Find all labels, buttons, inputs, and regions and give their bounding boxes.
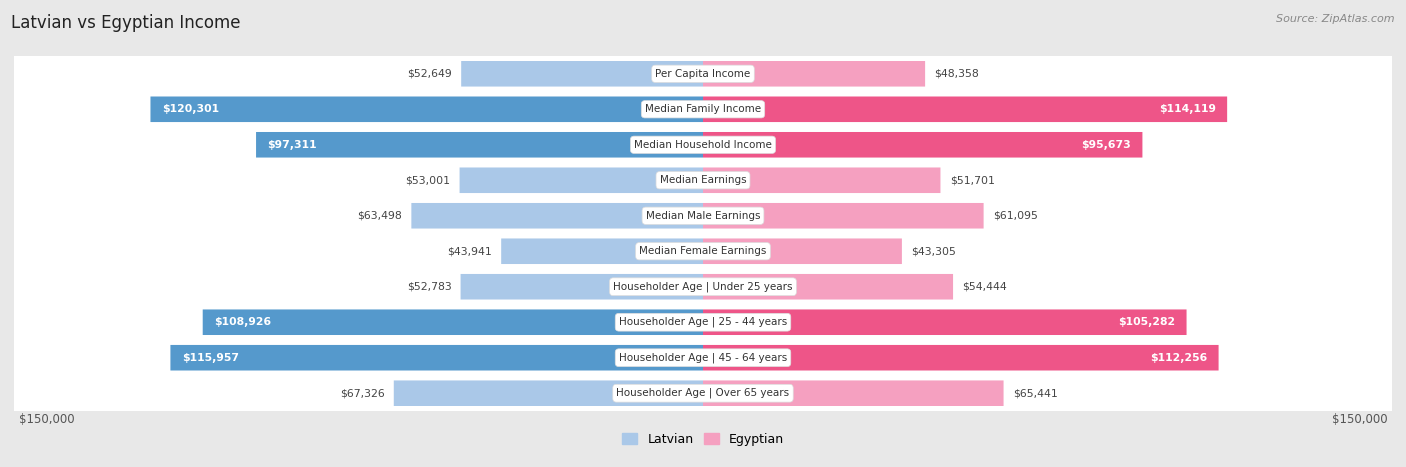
FancyBboxPatch shape — [703, 381, 1004, 406]
FancyBboxPatch shape — [394, 381, 703, 406]
Text: Per Capita Income: Per Capita Income — [655, 69, 751, 79]
Text: $97,311: $97,311 — [267, 140, 318, 150]
FancyBboxPatch shape — [703, 132, 1143, 157]
FancyBboxPatch shape — [412, 203, 703, 228]
Text: $120,301: $120,301 — [162, 104, 219, 114]
FancyBboxPatch shape — [703, 274, 953, 299]
Text: $54,444: $54,444 — [962, 282, 1007, 292]
Text: Householder Age | Over 65 years: Householder Age | Over 65 years — [616, 388, 790, 398]
FancyBboxPatch shape — [202, 310, 703, 335]
FancyBboxPatch shape — [8, 0, 1398, 467]
FancyBboxPatch shape — [150, 97, 703, 122]
Text: $108,926: $108,926 — [214, 317, 271, 327]
FancyBboxPatch shape — [8, 0, 1398, 467]
Text: $52,649: $52,649 — [408, 69, 451, 79]
FancyBboxPatch shape — [461, 274, 703, 299]
Text: $43,941: $43,941 — [447, 246, 492, 256]
Text: Median Family Income: Median Family Income — [645, 104, 761, 114]
Text: Latvian vs Egyptian Income: Latvian vs Egyptian Income — [11, 14, 240, 32]
FancyBboxPatch shape — [501, 239, 703, 264]
Text: $105,282: $105,282 — [1118, 317, 1175, 327]
Text: Median Earnings: Median Earnings — [659, 175, 747, 185]
Text: $115,957: $115,957 — [181, 353, 239, 363]
Text: $112,256: $112,256 — [1150, 353, 1208, 363]
Text: Median Male Earnings: Median Male Earnings — [645, 211, 761, 221]
Text: $65,441: $65,441 — [1012, 388, 1057, 398]
Text: Householder Age | Under 25 years: Householder Age | Under 25 years — [613, 282, 793, 292]
FancyBboxPatch shape — [8, 0, 1398, 467]
Text: $48,358: $48,358 — [935, 69, 979, 79]
Legend: Latvian, Egyptian: Latvian, Egyptian — [617, 428, 789, 451]
FancyBboxPatch shape — [703, 203, 984, 228]
FancyBboxPatch shape — [8, 0, 1398, 467]
Text: Median Female Earnings: Median Female Earnings — [640, 246, 766, 256]
FancyBboxPatch shape — [703, 345, 1219, 370]
Text: Source: ZipAtlas.com: Source: ZipAtlas.com — [1277, 14, 1395, 24]
FancyBboxPatch shape — [703, 239, 901, 264]
Text: $61,095: $61,095 — [993, 211, 1038, 221]
FancyBboxPatch shape — [170, 345, 703, 370]
FancyBboxPatch shape — [8, 0, 1398, 467]
FancyBboxPatch shape — [460, 168, 703, 193]
Text: $43,305: $43,305 — [911, 246, 956, 256]
FancyBboxPatch shape — [703, 97, 1227, 122]
FancyBboxPatch shape — [8, 0, 1398, 467]
FancyBboxPatch shape — [8, 0, 1398, 467]
Text: $63,498: $63,498 — [357, 211, 402, 221]
Text: $67,326: $67,326 — [340, 388, 385, 398]
FancyBboxPatch shape — [256, 132, 703, 157]
Text: Median Household Income: Median Household Income — [634, 140, 772, 150]
Text: $150,000: $150,000 — [18, 413, 75, 426]
FancyBboxPatch shape — [703, 310, 1187, 335]
FancyBboxPatch shape — [8, 0, 1398, 467]
Text: $114,119: $114,119 — [1159, 104, 1216, 114]
Text: $51,701: $51,701 — [949, 175, 994, 185]
FancyBboxPatch shape — [703, 61, 925, 86]
Text: Householder Age | 25 - 44 years: Householder Age | 25 - 44 years — [619, 317, 787, 327]
FancyBboxPatch shape — [703, 168, 941, 193]
FancyBboxPatch shape — [8, 0, 1398, 467]
Text: $95,673: $95,673 — [1081, 140, 1130, 150]
Text: Householder Age | 45 - 64 years: Householder Age | 45 - 64 years — [619, 353, 787, 363]
Text: $150,000: $150,000 — [1331, 413, 1388, 426]
Text: $53,001: $53,001 — [405, 175, 450, 185]
FancyBboxPatch shape — [461, 61, 703, 86]
FancyBboxPatch shape — [8, 0, 1398, 467]
Text: $52,783: $52,783 — [406, 282, 451, 292]
